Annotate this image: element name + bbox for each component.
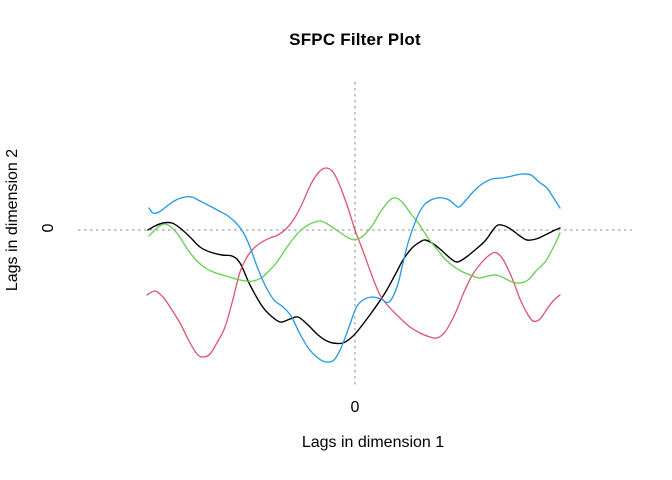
y-axis-label: Lags in dimension 2 [4,148,21,292]
plot-title: SFPC Filter Plot [289,30,421,49]
y-axis-tick-0: 0 [40,223,57,233]
curve-filter-2-red [146,167,561,358]
x-axis-tick-0: 0 [350,399,360,416]
x-axis-label: Lags in dimension 1 [301,434,445,451]
curve-filter-3-green [148,197,561,284]
curve-filter-4-blue [148,173,561,363]
curve-filter-1-black [147,221,561,345]
